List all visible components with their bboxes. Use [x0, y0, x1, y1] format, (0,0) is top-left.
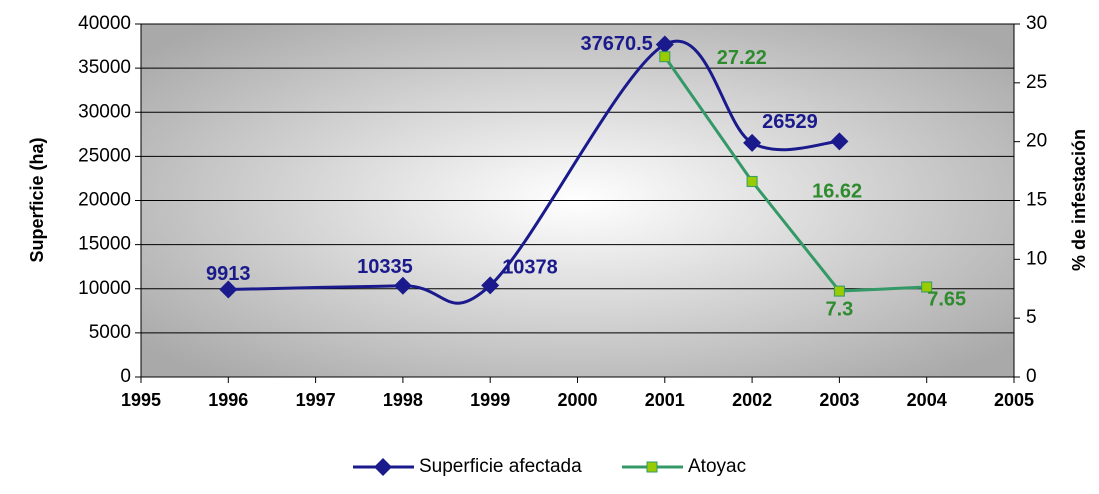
- marker: [746, 175, 758, 187]
- x-tick-label: 2002: [732, 390, 772, 410]
- y-axis-title: Superficie (ha): [27, 137, 47, 262]
- legend-label: Atoyac: [688, 456, 746, 477]
- x-tick-label: 1997: [296, 390, 336, 410]
- x-tick-label: 1995: [121, 390, 161, 410]
- x-tick-label: 1998: [383, 390, 423, 410]
- series-line: [663, 55, 927, 293]
- y-tick-label: 0: [120, 366, 131, 387]
- marker: [743, 133, 762, 152]
- data-label: 16.62: [812, 181, 862, 203]
- y2-tick-label: 0: [1026, 366, 1037, 387]
- y-tick-label: 25000: [78, 145, 131, 166]
- marker: [833, 285, 845, 297]
- data-label: 7.3: [825, 298, 853, 320]
- data-label: 26529: [762, 111, 818, 133]
- x-tick-label: 1999: [470, 390, 510, 410]
- legend-marker: [374, 458, 392, 476]
- y2-tick-label: 15: [1026, 190, 1047, 211]
- y-tick-label: 35000: [78, 57, 131, 78]
- y2-tick-label: 25: [1026, 72, 1047, 93]
- y2-tick-label: 10: [1026, 248, 1047, 269]
- data-label: 27.22: [717, 47, 767, 69]
- y2-tick-label: 5: [1026, 307, 1037, 328]
- x-tick-label: 1996: [208, 390, 248, 410]
- x-tick-label: 2003: [819, 390, 859, 410]
- data-label: 7.65: [927, 288, 966, 310]
- y2-axis-title: % de infestación: [1069, 129, 1089, 271]
- data-label: 10335: [357, 256, 413, 278]
- data-label: 9913: [206, 263, 251, 285]
- y2-tick-label: 30: [1026, 13, 1047, 34]
- y-tick-label: 5000: [89, 322, 131, 343]
- data-label: 37670.5: [581, 33, 653, 55]
- x-tick-label: 2001: [645, 390, 685, 410]
- x-tick-label: 2004: [907, 390, 947, 410]
- y-tick-label: 40000: [78, 13, 131, 34]
- marker: [659, 51, 671, 63]
- y-tick-label: 15000: [78, 234, 131, 255]
- marker: [393, 276, 412, 295]
- y-tick-label: 20000: [78, 190, 131, 211]
- data-label: 10378: [502, 257, 558, 279]
- marker: [219, 280, 238, 299]
- marker: [481, 276, 500, 295]
- marker: [655, 35, 674, 54]
- legend-label: Superficie afectada: [419, 456, 582, 477]
- marker: [921, 281, 933, 293]
- y-tick-label: 10000: [78, 278, 131, 299]
- y-tick-label: 30000: [78, 101, 131, 122]
- x-tick-label: 2005: [994, 390, 1034, 410]
- x-tick-label: 2000: [557, 390, 597, 410]
- marker: [830, 132, 849, 151]
- y2-tick-label: 20: [1026, 131, 1047, 152]
- legend-marker: [646, 461, 658, 473]
